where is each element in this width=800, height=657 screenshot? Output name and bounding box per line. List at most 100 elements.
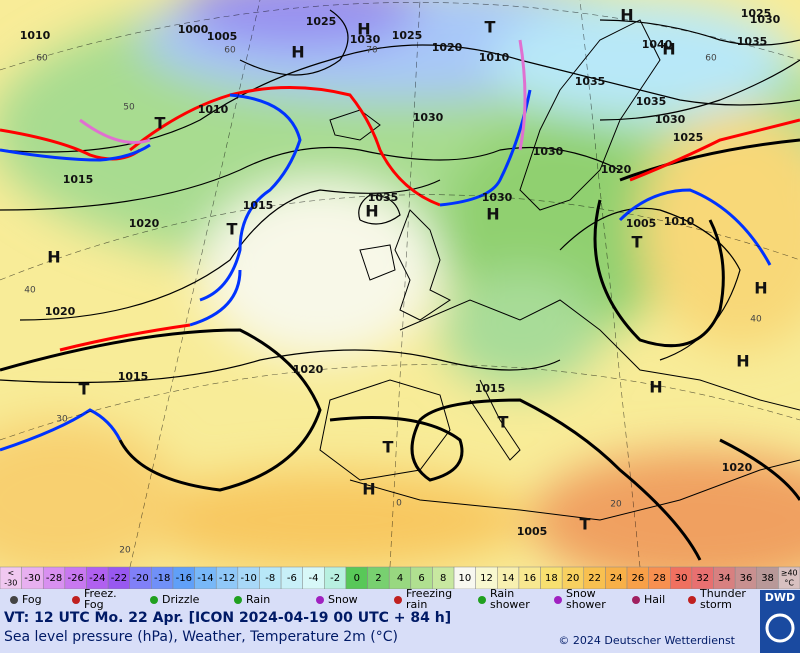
low-pressure-label: T [155, 114, 166, 133]
trough-lines [0, 138, 800, 561]
high-pressure-label: H [362, 480, 375, 499]
high-pressure-label: H [47, 248, 60, 267]
scale-label: ≥40 [781, 569, 798, 578]
temperature-label: 70 [366, 46, 378, 56]
high-pressure-label: H [736, 352, 749, 371]
graticule [0, 0, 800, 567]
scale-label: -22 [111, 573, 127, 584]
isobar-label: 1005 [626, 217, 657, 230]
temperature-label: 50 [123, 103, 135, 113]
temperature-scale: <-30 -30 -28 -26 -24 -22 -20 -18 -16 -14 -12 -10 -8-… [0, 566, 800, 590]
weather-legend-label: Drizzle [162, 593, 200, 606]
weather-legend-label: Hail [644, 593, 665, 606]
scale-label: -18 [154, 573, 170, 584]
isobar-label: 1020 [45, 305, 76, 318]
scale-label: 20 [567, 573, 580, 584]
isobar-label: 1020 [601, 163, 632, 176]
weather-icon [478, 596, 486, 604]
scale-label: -24 [89, 573, 105, 584]
weather-legend-label: Thunder storm [699, 587, 746, 611]
temperature-label: 0 [396, 499, 402, 509]
scale-label: 28 [653, 573, 666, 584]
temperature-label: 40 [750, 315, 762, 325]
scale-label: 8 [440, 573, 446, 584]
weather-legend-label: Snow [328, 593, 358, 606]
scale-label: 6 [418, 573, 424, 584]
high-pressure-label: H [486, 205, 499, 224]
isobar-label: 1015 [118, 370, 149, 383]
scale-label: 14 [502, 573, 515, 584]
weather-icon [632, 596, 640, 604]
scale-label: -8 [265, 573, 275, 584]
isobar-label: 1010 [479, 51, 510, 64]
isobar-label: 1025 [673, 131, 704, 144]
weather-icon [394, 596, 402, 604]
fronts [0, 39, 800, 452]
isobar-label: 1025 [392, 29, 423, 42]
scale-label: 12 [480, 573, 493, 584]
high-pressure-label: H [357, 20, 370, 39]
scale-label: 30 [675, 573, 688, 584]
scale-label: 0 [354, 573, 360, 584]
weather-icon [688, 596, 696, 604]
temperature-label: 20 [119, 546, 131, 556]
isobar-label: 1030 [482, 191, 513, 204]
isobar-label: 1025 [306, 15, 337, 28]
scale-label: 16 [523, 573, 536, 584]
weather-legend: Fog Freez. Fog Drizzle Rain Snow Freezing rain R… [10, 587, 746, 611]
isobar-label: 1005 [207, 30, 238, 43]
scale-label: 22 [588, 573, 601, 584]
isobar-label: 1035 [737, 35, 768, 48]
logo: DWD [765, 591, 795, 604]
isobar-label: 1035 [575, 75, 606, 88]
low-pressure-label: T [580, 515, 591, 534]
weather-icon [150, 596, 158, 604]
weather-legend-label: Fog [22, 593, 42, 606]
isobar-label: 1030 [350, 33, 381, 46]
isobars [0, 9, 800, 384]
coastlines [319, 19, 800, 521]
isobar-label: 1030 [413, 111, 444, 124]
low-pressure-label: T [79, 380, 90, 399]
scale-label: -2 [330, 573, 340, 584]
high-pressure-label: H [291, 43, 304, 62]
isobar-label: 1020 [129, 217, 160, 230]
copyright: © 2024 Deutscher Wetterdienst [558, 634, 735, 647]
isobar-label: 1010 [664, 215, 695, 228]
isobar-label: 1015 [63, 173, 94, 186]
isobar-label: 1000 [178, 23, 209, 36]
scale-label: 18 [545, 573, 558, 584]
scale-label: 10 [458, 573, 471, 584]
scale-label: -28 [46, 573, 62, 584]
scale-label: 32 [696, 573, 709, 584]
low-pressure-label: T [498, 413, 509, 432]
description: Sea level pressure (hPa), Weather, Tempe… [4, 629, 398, 645]
isobar-label: 1030 [750, 13, 781, 26]
scale-label: -10 [240, 573, 256, 584]
scale-label: -4 [309, 573, 319, 584]
isobar-label: 1035 [636, 95, 667, 108]
weather-icon [234, 596, 242, 604]
weather-icon [10, 596, 18, 604]
scale-label: 24 [610, 573, 623, 584]
isobar-label: 1020 [432, 41, 463, 54]
high-pressure-label: H [754, 279, 767, 298]
isobar-label: 1015 [243, 199, 274, 212]
scale-label: 38 [761, 573, 774, 584]
temperature-label: 20 [610, 500, 622, 510]
scale-label: 4 [397, 573, 403, 584]
isobar-label: 1035 [368, 191, 399, 204]
high-pressure-label: H [620, 6, 633, 25]
scale-label: -6 [287, 573, 297, 584]
low-pressure-label: T [227, 220, 238, 239]
weather-legend-label: Freezing rain [406, 587, 452, 611]
scale-label: °C [784, 579, 794, 588]
isobar-label: 1020 [293, 363, 324, 376]
isobar-label: 1010 [198, 103, 229, 116]
scale-label: -30 [4, 579, 17, 588]
isobar-label: 1030 [533, 145, 564, 158]
scale-label: 26 [631, 573, 644, 584]
